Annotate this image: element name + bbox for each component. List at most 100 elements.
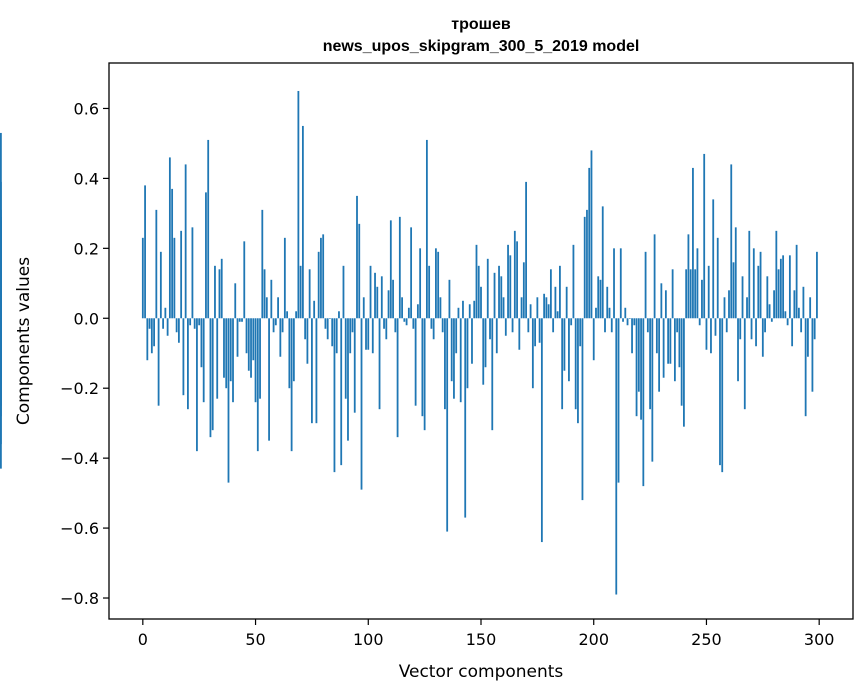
bar-34 xyxy=(218,269,221,319)
bar-233 xyxy=(667,318,670,364)
bar-170 xyxy=(525,181,527,319)
chart-title-line1: трошев xyxy=(451,16,511,33)
bar-180 xyxy=(547,304,550,319)
bar-77 xyxy=(315,318,318,424)
bar-2 xyxy=(146,318,149,361)
bar-96 xyxy=(358,223,361,319)
bar-108 xyxy=(385,318,388,340)
bar-56 xyxy=(268,318,270,441)
bar-79 xyxy=(320,237,322,319)
bar-67 xyxy=(292,318,295,382)
bar-113 xyxy=(396,318,399,438)
bar-264 xyxy=(737,318,739,382)
bar-237 xyxy=(676,318,679,333)
x-tick-label-200: 200 xyxy=(578,630,609,649)
bar-287 xyxy=(788,255,791,319)
bar-143 xyxy=(464,318,467,518)
bar-271 xyxy=(752,248,755,319)
bar-299 xyxy=(816,251,818,319)
bar-149 xyxy=(477,265,480,319)
bar-226 xyxy=(651,318,654,462)
bar-177 xyxy=(540,318,543,543)
bar-21 xyxy=(189,318,192,326)
bar-106 xyxy=(380,276,383,319)
bar-157 xyxy=(495,318,498,354)
bar-227 xyxy=(653,234,656,319)
bar-144 xyxy=(466,318,469,389)
bar-57 xyxy=(270,279,273,319)
bar-169 xyxy=(522,262,525,319)
bar-204 xyxy=(601,206,604,319)
bar-245 xyxy=(694,269,697,319)
bar-155 xyxy=(491,318,494,431)
bar-265 xyxy=(739,318,742,340)
bar-201 xyxy=(595,307,597,319)
bar-131 xyxy=(437,251,440,319)
bar-84 xyxy=(331,318,334,347)
bar-154 xyxy=(489,318,491,340)
bar-58 xyxy=(272,318,275,333)
bar-92 xyxy=(349,318,352,354)
bar-36 xyxy=(223,318,225,378)
bar-16 xyxy=(177,318,180,343)
bar-224 xyxy=(646,318,649,333)
bar-71 xyxy=(301,125,304,319)
bar-128 xyxy=(430,318,433,329)
bar-251 xyxy=(707,265,710,319)
bar-231 xyxy=(662,318,665,378)
bar-220 xyxy=(637,318,640,392)
y-tick-label-1: 0.4 xyxy=(74,169,99,188)
bar-undefined xyxy=(0,132,2,319)
bar-175 xyxy=(536,297,539,319)
y-tick-label-0: 0.6 xyxy=(74,99,99,118)
bar-277 xyxy=(766,276,769,319)
bar-83 xyxy=(329,318,331,319)
bar-289 xyxy=(793,290,796,319)
bar-22 xyxy=(191,227,194,319)
bar-261 xyxy=(730,164,733,319)
bar-53 xyxy=(261,209,264,319)
bar-222 xyxy=(642,318,645,487)
bar-46 xyxy=(245,318,248,354)
bar-241 xyxy=(685,269,688,319)
bar-114 xyxy=(398,216,401,319)
bar-132 xyxy=(439,297,442,319)
bar-70 xyxy=(299,265,302,319)
bar-243 xyxy=(689,269,692,319)
bar-294 xyxy=(804,318,807,417)
bar-151 xyxy=(482,318,485,385)
bar-292 xyxy=(800,318,803,333)
bar-263 xyxy=(734,227,737,319)
bar-258 xyxy=(723,297,726,319)
bar-74 xyxy=(308,269,311,319)
bar-19 xyxy=(184,164,187,319)
bar-199 xyxy=(590,150,593,319)
bar-147 xyxy=(473,300,476,319)
bar-260 xyxy=(728,290,730,319)
bar-283 xyxy=(779,258,782,319)
bar-6 xyxy=(155,209,158,319)
bar-282 xyxy=(777,269,780,319)
bar-239 xyxy=(680,318,683,406)
bar-13 xyxy=(171,188,174,319)
bar-200 xyxy=(592,318,595,361)
bar-88 xyxy=(340,318,343,466)
bar-121 xyxy=(414,318,417,406)
bars-group xyxy=(0,90,818,595)
bar-244 xyxy=(692,167,694,319)
bar-185 xyxy=(559,265,561,319)
bar-10 xyxy=(164,307,167,319)
bar-229 xyxy=(658,318,661,392)
bar-234 xyxy=(669,318,672,364)
bar-174 xyxy=(534,318,537,347)
bar-42 xyxy=(236,318,239,357)
bar-135 xyxy=(446,318,449,532)
bar-undefined xyxy=(0,318,2,469)
bar-280 xyxy=(773,290,775,319)
bar-217 xyxy=(631,318,633,354)
bar-209 xyxy=(613,248,615,319)
bar-223 xyxy=(644,251,647,319)
bar-232 xyxy=(664,290,667,319)
